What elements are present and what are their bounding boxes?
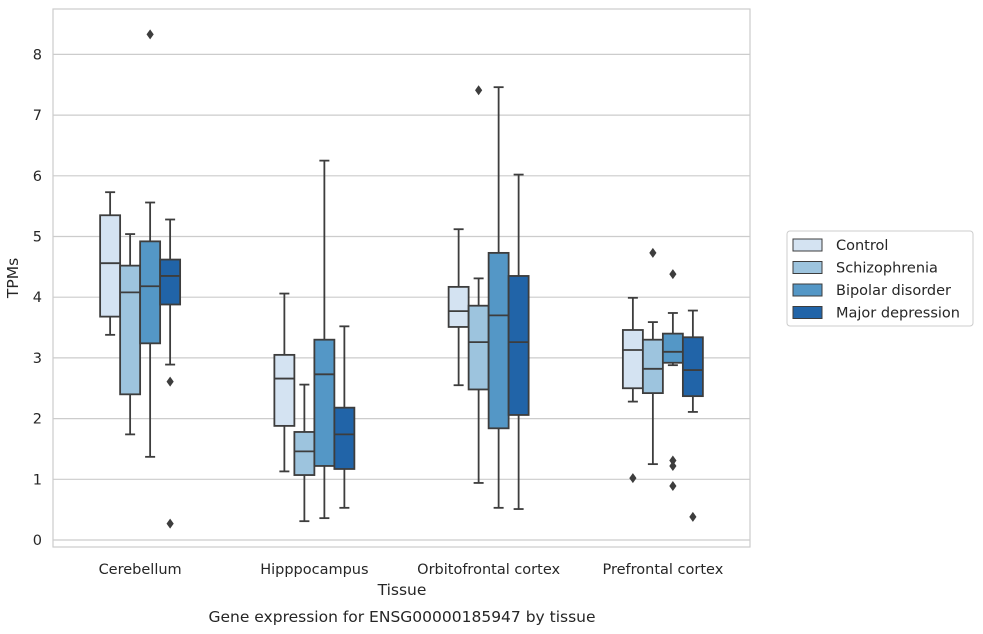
box-control-prefrontal-cortex xyxy=(621,296,644,484)
box-body xyxy=(119,264,142,396)
outlier-point xyxy=(146,29,154,40)
y-axis-label: TPMs xyxy=(4,258,22,299)
x-tick-label: Prefrontal cortex xyxy=(602,562,723,578)
box-body xyxy=(313,338,336,467)
box-major-depression-prefrontal-cortex xyxy=(681,309,704,522)
box-bipolar-disorder-hipppocampus xyxy=(313,159,336,520)
y-tick-label: 2 xyxy=(33,412,42,428)
y-tick-label: 8 xyxy=(33,47,42,63)
box-control-cerebellum xyxy=(99,191,122,336)
box-control-hipppocampus xyxy=(273,292,296,473)
x-tick-label: Hipppocampus xyxy=(260,562,368,578)
box-major-depression-hipppocampus xyxy=(333,325,356,509)
box-control-orbitofrontal-cortex xyxy=(447,228,470,387)
legend-label: Control xyxy=(836,238,888,254)
x-tick-labels: Cerebellum Hipppocampus Orbitofrontal cort… xyxy=(99,562,724,578)
box-body xyxy=(139,240,162,345)
box-body xyxy=(621,329,644,390)
y-tick-label: 6 xyxy=(33,169,42,185)
box-schizophrenia-cerebellum xyxy=(119,233,142,436)
box-major-depression-cerebellum xyxy=(159,218,182,529)
y-tick-label: 0 xyxy=(33,533,42,549)
legend-swatch xyxy=(792,283,823,297)
box-body xyxy=(661,332,684,364)
boxes xyxy=(99,29,704,529)
box-schizophrenia-orbitofrontal-cortex xyxy=(467,85,490,484)
outlier-point xyxy=(475,85,483,96)
box-body xyxy=(467,304,490,391)
box-body xyxy=(681,336,704,398)
y-tick-labels: 0 1 2 3 4 5 6 7 8 xyxy=(33,47,42,549)
box-body xyxy=(99,214,122,318)
y-tick-label: 1 xyxy=(33,472,42,488)
x-tick-label: Cerebellum xyxy=(99,562,182,578)
legend-item: Bipolar disorder xyxy=(792,283,951,299)
outlier-point xyxy=(669,460,677,471)
legend-item: Major depression xyxy=(792,306,960,322)
outlier-point xyxy=(689,511,697,522)
outlier-point xyxy=(166,518,174,529)
box-body xyxy=(333,406,356,470)
box-body xyxy=(293,431,316,476)
box-body xyxy=(641,338,664,395)
legend: Control Schizophrenia Bipolar disorder Majo… xyxy=(786,230,974,327)
plot-area-frame xyxy=(52,8,751,548)
outlier-point xyxy=(649,247,657,258)
box-major-depression-orbitofrontal-cortex xyxy=(507,173,530,510)
chart-caption: Gene expression for ENSG00000185947 by t… xyxy=(208,608,595,626)
outlier-point xyxy=(669,269,677,280)
x-tick-label: Orbitofrontal cortex xyxy=(417,562,560,578)
box-body xyxy=(447,285,470,328)
box-body xyxy=(487,251,510,430)
legend-swatch xyxy=(792,306,823,319)
box-bipolar-disorder-orbitofrontal-cortex xyxy=(487,86,510,509)
legend-frame xyxy=(786,230,974,327)
box-body xyxy=(159,258,182,306)
outlier-point xyxy=(629,473,637,484)
box-bipolar-disorder-prefrontal-cortex xyxy=(661,269,684,491)
legend-label: Major depression xyxy=(836,306,960,322)
box-schizophrenia-hipppocampus xyxy=(293,383,316,523)
y-tick-label: 3 xyxy=(33,351,42,367)
outlier-point xyxy=(166,376,174,387)
legend-item: Schizophrenia xyxy=(792,261,938,277)
box-bipolar-disorder-cerebellum xyxy=(139,29,162,458)
x-axis-label: Tissue xyxy=(377,581,427,599)
y-tick-label: 4 xyxy=(33,290,42,306)
y-tick-label: 5 xyxy=(33,230,42,246)
legend-item: Control xyxy=(792,238,888,254)
y-tick-label: 7 xyxy=(33,108,42,124)
legend-swatch xyxy=(792,261,823,274)
box-body xyxy=(273,353,296,427)
outlier-point xyxy=(669,455,677,466)
legend-swatch xyxy=(792,238,823,252)
outlier-point xyxy=(669,480,677,491)
box-schizophrenia-prefrontal-cortex xyxy=(641,247,664,466)
legend-label: Schizophrenia xyxy=(836,261,938,277)
legend-label: Bipolar disorder xyxy=(836,283,951,299)
box-body xyxy=(507,275,530,416)
